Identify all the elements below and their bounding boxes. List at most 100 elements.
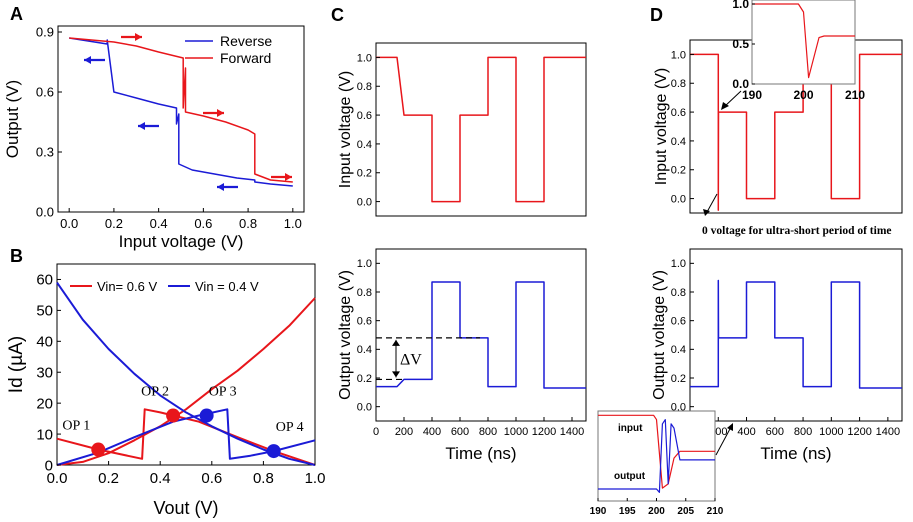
y-axis-label: Output voltage (V) — [651, 270, 668, 400]
panel-label: D — [650, 5, 663, 25]
y-axis-label: Output (V) — [3, 80, 22, 158]
x-tick-label: 1400 — [876, 426, 900, 438]
y-axis-label: Input voltage (V) — [653, 68, 670, 185]
panel-a: A 0.0 0.2 0.4 0.6 0.8 1.0 0.0 0.3 0.6 0.9 Input vol… — [3, 4, 305, 251]
y-tick-label: 0.0 — [357, 196, 372, 208]
y-tick-label: 0.4 — [671, 136, 686, 148]
y-tick-label: 0.4 — [671, 344, 686, 356]
inset-pointer-arrow — [715, 426, 732, 456]
series-line-output — [376, 281, 586, 389]
reverse-arrow-head — [217, 183, 224, 191]
x-tick-label: 800 — [794, 426, 812, 438]
y-tick-label: 0.2 — [671, 165, 686, 177]
series-line-input — [690, 53, 902, 211]
operating-point-marker — [91, 442, 106, 457]
panel-label: C — [331, 5, 344, 25]
x-tick-label: 0.8 — [253, 470, 274, 487]
series-line-output — [598, 419, 715, 493]
y-tick-label: 0.8 — [357, 81, 372, 93]
y-tick-label: 0.6 — [671, 107, 686, 119]
series-line-reverse — [69, 37, 293, 187]
y-tick-label: 50 — [36, 303, 53, 320]
operating-point-label: OP 2 — [141, 385, 169, 400]
inset-series-label: input — [618, 423, 643, 434]
plot-frame — [57, 25, 305, 213]
inset-x-tick-label: 210 — [707, 506, 724, 517]
y-tick-label: 0.8 — [671, 78, 686, 90]
x-axis-label: Time (ns) — [445, 444, 516, 463]
plot-frame — [375, 248, 587, 422]
annotation-arrow — [706, 193, 718, 213]
y-tick-label: 0.4 — [357, 344, 372, 356]
x-tick-label: 0.4 — [150, 216, 168, 231]
x-tick-label: 0.4 — [150, 470, 171, 487]
y-tick-label: 1.0 — [671, 258, 686, 270]
x-tick-label: 0.2 — [105, 216, 123, 231]
y-tick-label: 30 — [36, 364, 53, 381]
series-line-output — [690, 279, 902, 389]
legend-label: Vin= 0.6 V — [97, 279, 157, 294]
x-tick-label: 200 — [395, 426, 413, 438]
y-tick-label: 0.0 — [671, 193, 686, 205]
y-tick-label: 40 — [36, 334, 53, 351]
x-tick-label: 1.0 — [284, 216, 302, 231]
delta-v-arrowhead — [392, 371, 400, 378]
zero-voltage-annotation: 0 voltage for ultra-short period of time — [702, 225, 892, 237]
inset-x-tick-label: 200 — [793, 88, 813, 102]
x-tick-label: 600 — [766, 426, 784, 438]
series-line-input-zoom — [752, 3, 855, 79]
y-tick-label: 0.8 — [357, 287, 372, 299]
x-tick-label: 1400 — [560, 426, 584, 438]
x-tick-label: 600 — [451, 426, 469, 438]
inset-series-label: output — [614, 471, 646, 482]
inset-x-tick-label: 190 — [590, 506, 607, 517]
x-tick-label: 400 — [737, 426, 755, 438]
y-tick-label: 0.2 — [357, 168, 372, 180]
x-tick-label: 0.0 — [60, 216, 78, 231]
inset-x-tick-label: 205 — [677, 506, 694, 517]
inset-pointer-arrow — [723, 90, 742, 108]
x-tick-label: 1200 — [532, 426, 556, 438]
y-axis-label: Id (µA) — [6, 336, 27, 393]
operating-point-marker — [266, 444, 281, 459]
y-tick-label: 0.6 — [36, 85, 54, 100]
x-tick-label: 1000 — [504, 426, 528, 438]
inset-pointer-arrowhead — [727, 423, 733, 431]
x-tick-label: 0.8 — [239, 216, 257, 231]
annotation-arrowhead — [703, 209, 710, 216]
reverse-arrow-head — [84, 56, 91, 64]
y-tick-label: 10 — [36, 426, 53, 443]
y-tick-label: 0.2 — [671, 373, 686, 385]
operating-point-marker — [166, 408, 181, 423]
y-tick-label: 0.6 — [357, 316, 372, 328]
operating-point-marker — [199, 408, 214, 423]
operating-point-label: OP 1 — [62, 419, 90, 434]
inset-y-tick-label: 0.5 — [732, 37, 749, 51]
x-axis-label: Vout (V) — [153, 498, 218, 518]
y-tick-label: 0.9 — [36, 25, 54, 40]
y-tick-label: 0 — [45, 457, 53, 474]
delta-v-label: ΔV — [400, 352, 422, 369]
y-tick-label: 20 — [36, 395, 53, 412]
series-line-vin-0-6-v-rising — [56, 297, 316, 466]
x-axis-label: Input voltage (V) — [119, 232, 244, 251]
series-line-vin-0-4-v-falling — [56, 282, 316, 466]
panel-b: B 0.0 0.2 0.4 0.6 0.8 1.0 0 10 20 30 40 50 60 Vout (V)… — [6, 246, 325, 518]
plot-frame — [689, 248, 903, 422]
x-tick-label: 1200 — [847, 426, 871, 438]
legend-label: Vin = 0.4 V — [195, 279, 259, 294]
panel-d: D 0.0 0.2 0.4 0.6 0.8 1.0 Input voltage (V) 0 vo… — [590, 0, 903, 517]
inset-pointer-arrowhead — [721, 102, 729, 110]
y-tick-label: 0.8 — [671, 287, 686, 299]
y-axis-label: Output voltage (V) — [337, 270, 354, 400]
y-tick-label: 0.4 — [357, 139, 372, 151]
x-tick-label: 400 — [423, 426, 441, 438]
y-tick-label: 0.6 — [671, 316, 686, 328]
y-tick-label: 1.0 — [357, 52, 372, 64]
operating-point-label: OP 3 — [209, 385, 237, 400]
x-tick-label: 0.6 — [194, 216, 212, 231]
operating-point-label: OP 4 — [276, 420, 304, 435]
x-tick-label: 1.0 — [305, 470, 326, 487]
